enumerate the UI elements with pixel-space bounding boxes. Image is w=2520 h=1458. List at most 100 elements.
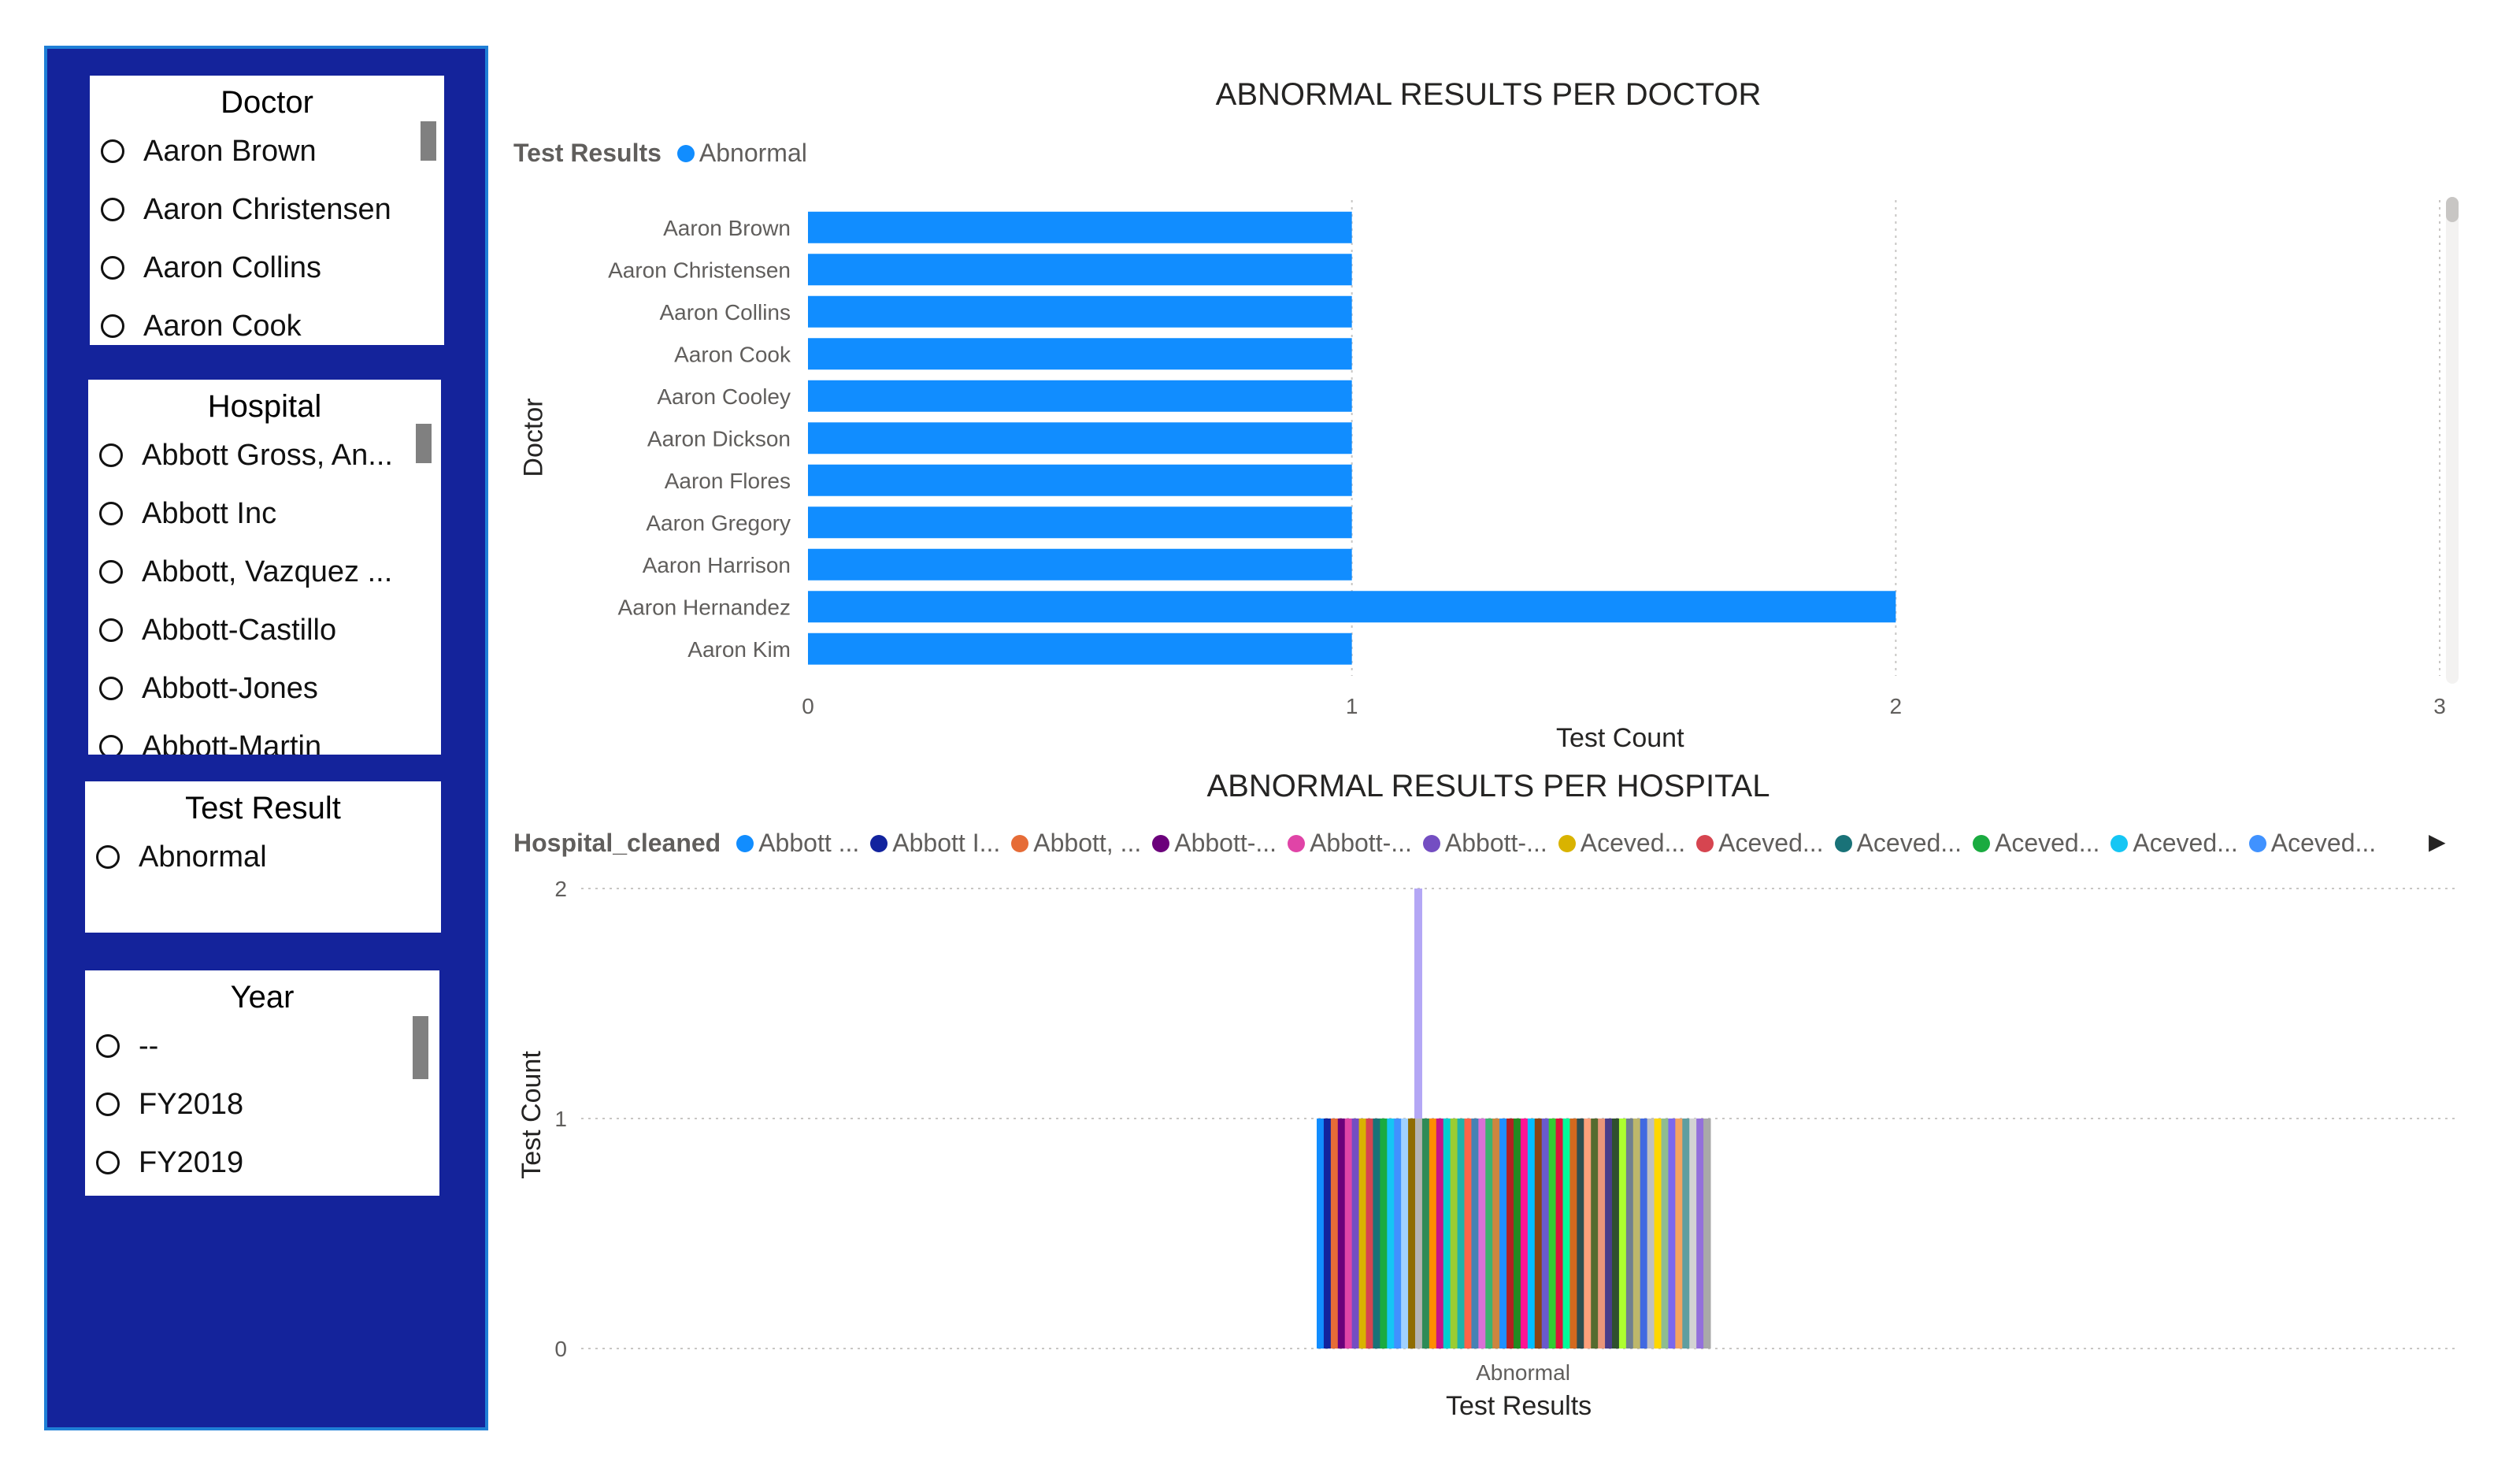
year-option[interactable]: FY2018 xyxy=(96,1079,243,1130)
doctor-chart-legend: Test Results Abnormal xyxy=(513,139,818,168)
test-result-option[interactable]: Abnormal xyxy=(96,832,267,882)
y-tick-label: Aaron Cooley xyxy=(657,384,791,409)
legend-item[interactable]: Abbott, ... xyxy=(1011,829,1141,858)
radio-icon[interactable] xyxy=(99,502,123,525)
bar xyxy=(808,633,1352,665)
legend-dot-icon xyxy=(1152,834,1170,852)
radio-icon[interactable] xyxy=(99,443,123,467)
radio-icon[interactable] xyxy=(99,560,123,584)
bar xyxy=(1555,1119,1563,1349)
legend-item[interactable]: Aceved... xyxy=(1834,829,1962,858)
bar xyxy=(808,464,1352,496)
radio-icon[interactable] xyxy=(101,314,124,338)
year-slicer-title: Year xyxy=(230,980,295,1015)
legend-item[interactable]: Aceved... xyxy=(1696,829,1824,858)
bar xyxy=(808,591,1896,623)
legend-item[interactable]: Aceved... xyxy=(1558,829,1685,858)
legend-dot-icon xyxy=(676,144,695,162)
hospital-scrollbar[interactable] xyxy=(416,424,432,463)
doctor-chart-y-axis-title: Doctor xyxy=(518,398,549,477)
radio-icon[interactable] xyxy=(101,139,124,163)
bar xyxy=(1499,1119,1507,1349)
year-option[interactable]: FY2019 xyxy=(96,1137,243,1188)
legend-item-label: Aceved... xyxy=(1856,829,1962,857)
radio-icon[interactable] xyxy=(99,735,123,755)
doctor-option[interactable]: Aaron Cook xyxy=(101,301,302,345)
y-tick-label: Aaron Christensen xyxy=(608,258,791,282)
doctor-scrollbar[interactable] xyxy=(421,121,436,161)
legend-item[interactable]: Abbott-... xyxy=(1422,829,1547,858)
radio-icon[interactable] xyxy=(96,1093,120,1116)
doctor-option[interactable]: Aaron Christensen xyxy=(101,184,391,235)
doctor-chart-x-axis-title: Test Count xyxy=(1556,723,1684,753)
bar xyxy=(1457,1119,1465,1349)
hospital-option[interactable]: Abbott-Castillo xyxy=(99,605,336,655)
doctor-chart-scrollbar-thumb[interactable] xyxy=(2446,197,2459,222)
bar xyxy=(1366,1119,1373,1349)
radio-icon[interactable] xyxy=(96,1151,120,1174)
legend-item[interactable]: Aceved... xyxy=(2110,829,2238,858)
bar xyxy=(808,254,1352,286)
legend-next-arrow-icon[interactable]: ▶ xyxy=(2429,829,2446,854)
radio-icon[interactable] xyxy=(99,677,123,700)
legend-dot-icon xyxy=(1696,834,1714,852)
hospital-option[interactable]: Abbott-Martin xyxy=(99,722,321,755)
radio-icon[interactable] xyxy=(96,1034,120,1058)
bar xyxy=(808,295,1352,328)
bar xyxy=(1520,1119,1529,1349)
y-tick-label: Aaron Dickson xyxy=(647,426,791,451)
bar xyxy=(1471,1119,1479,1349)
doctor-slicer: Doctor Aaron Brown Aaron Christensen Aar… xyxy=(90,76,444,345)
x-tick-label: 0 xyxy=(802,694,814,718)
legend-title: Hospital_cleaned xyxy=(513,829,721,857)
y-tick-label: 1 xyxy=(554,1107,567,1131)
bar xyxy=(1443,1119,1451,1349)
hospital-option[interactable]: Abbott, Vazquez ... xyxy=(99,547,392,597)
y-tick-label: Aaron Gregory xyxy=(646,510,791,535)
radio-icon[interactable] xyxy=(101,256,124,280)
bar xyxy=(1421,1119,1430,1349)
bar xyxy=(1689,1119,1697,1349)
bar xyxy=(1562,1119,1570,1349)
bar xyxy=(1323,1119,1332,1349)
doctor-chart-scrollbar-track[interactable] xyxy=(2446,197,2459,684)
legend-item-label: Aceved... xyxy=(1580,829,1686,857)
year-slicer: Year -- FY2018 FY2019 xyxy=(85,970,439,1196)
radio-icon[interactable] xyxy=(101,198,124,221)
legend-item-label: Abbott-... xyxy=(1444,829,1547,857)
legend-item-label: Aceved... xyxy=(1718,829,1824,857)
doctor-chart-title: ABNORMAL RESULTS PER DOCTOR xyxy=(1215,77,1762,112)
legend-item[interactable]: Abbott-... xyxy=(1288,829,1412,858)
legend-item[interactable]: Abbott-... xyxy=(1152,829,1277,858)
hospital-option[interactable]: Abbott Inc xyxy=(99,488,276,539)
legend-item[interactable]: Abbott ... xyxy=(736,829,859,858)
hospital-option[interactable]: Abbott Gross, An... xyxy=(99,430,393,480)
bar xyxy=(1351,1119,1360,1349)
hospital-option[interactable]: Abbott-Jones xyxy=(99,663,318,714)
legend-item-label: Aceved... xyxy=(2133,829,2238,857)
bar xyxy=(1618,1119,1627,1349)
bar xyxy=(1605,1119,1613,1349)
legend-dot-icon xyxy=(1011,834,1029,852)
doctor-option[interactable]: Aaron Brown xyxy=(101,126,317,176)
y-tick-label: Aaron Brown xyxy=(663,216,791,240)
legend-dot-icon xyxy=(1972,834,1990,852)
doctor-option[interactable]: Aaron Collins xyxy=(101,243,321,293)
bar xyxy=(1408,1119,1416,1349)
bar xyxy=(1337,1119,1346,1349)
legend-item[interactable]: Abbott I... xyxy=(870,829,1000,858)
bar xyxy=(1514,1119,1521,1349)
bar xyxy=(1640,1119,1648,1349)
bar xyxy=(1358,1119,1366,1349)
radio-icon[interactable] xyxy=(99,618,123,642)
legend-item[interactable]: Aceved... xyxy=(1972,829,2099,858)
legend-item[interactable]: Abnormal xyxy=(676,139,807,168)
bar xyxy=(1703,1119,1711,1349)
y-tick-label: Aaron Cook xyxy=(674,342,791,366)
radio-icon[interactable] xyxy=(96,845,120,869)
year-scrollbar[interactable] xyxy=(413,1016,428,1079)
legend-item[interactable]: Aceved... xyxy=(2248,829,2376,858)
year-option[interactable]: -- xyxy=(96,1021,158,1071)
y-tick-label: Aaron Kim xyxy=(687,637,791,662)
bar xyxy=(808,548,1352,581)
